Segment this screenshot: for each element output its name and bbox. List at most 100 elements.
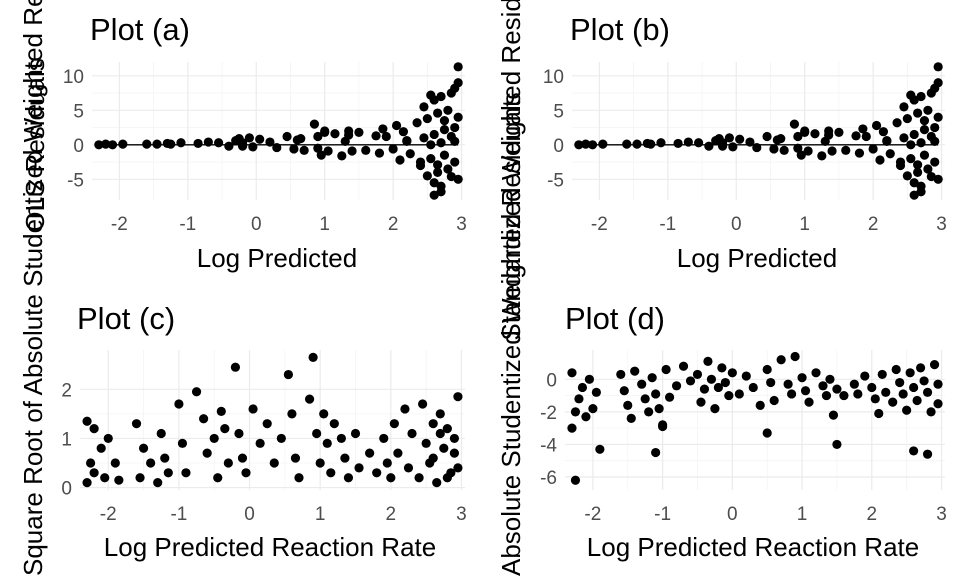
data-point <box>591 387 601 397</box>
data-point <box>287 409 297 419</box>
data-point <box>577 382 588 393</box>
x-tick-label: 3 <box>936 214 947 235</box>
data-point <box>224 141 234 151</box>
data-point <box>741 371 751 381</box>
data-point <box>832 439 842 450</box>
data-point <box>810 129 820 139</box>
data-point <box>241 468 251 478</box>
data-point <box>644 407 654 417</box>
x-tick-label: 0 <box>251 214 262 235</box>
y-tick-label: 0 <box>553 136 564 157</box>
data-point <box>354 127 364 137</box>
data-point <box>623 400 633 410</box>
data-point <box>403 463 414 473</box>
data-point <box>727 368 737 378</box>
data-point <box>343 473 354 483</box>
data-point <box>449 433 460 444</box>
data-point <box>354 463 364 473</box>
data-point <box>319 409 329 419</box>
data-point <box>415 157 426 167</box>
data-point <box>283 369 293 380</box>
data-point <box>656 138 666 148</box>
data-point <box>929 360 940 370</box>
x-tick-label: 1 <box>797 504 808 525</box>
data-point <box>878 127 889 137</box>
data-point <box>395 155 405 165</box>
data-point <box>851 131 861 141</box>
data-point <box>898 389 908 399</box>
data-point <box>821 390 832 401</box>
data-point <box>651 389 661 399</box>
data-point <box>779 145 789 155</box>
panel-b-ylabel: Standardized Weighted Residuals <box>496 0 526 341</box>
data-point <box>930 122 940 133</box>
data-point <box>619 386 629 396</box>
data-point <box>337 151 347 161</box>
data-point <box>138 443 149 453</box>
data-point <box>446 88 456 98</box>
data-point <box>400 404 410 414</box>
data-point <box>595 444 605 454</box>
data-point <box>439 443 449 453</box>
data-point <box>899 133 909 143</box>
data-point <box>322 438 332 448</box>
data-point <box>694 138 704 148</box>
data-point <box>142 139 152 149</box>
data-point <box>909 129 919 140</box>
data-point <box>209 433 219 444</box>
data-point <box>429 190 439 200</box>
data-point <box>817 151 827 161</box>
data-point <box>626 413 636 423</box>
y-tick-label: -5 <box>547 170 564 191</box>
data-point <box>919 376 929 386</box>
data-point <box>426 140 436 150</box>
data-point <box>398 127 409 137</box>
data-point <box>153 478 163 488</box>
data-point <box>100 473 110 483</box>
data-point <box>776 133 786 144</box>
panel-b: Plot (b) Log Predicted -2 -1 0 1 2 3 -5 0 5 10 <box>543 12 947 273</box>
data-point <box>919 125 930 135</box>
panel-c: Plot (c) Log Predicted Reaction Rate -2-… <box>61 301 466 562</box>
y-tick-label: -4 <box>540 435 557 456</box>
data-point <box>789 119 800 129</box>
data-point <box>216 406 226 417</box>
panel-a-plot-area: -2 -1 0 1 2 3 -5 0 5 10 <box>63 62 467 235</box>
data-point <box>906 140 916 150</box>
data-point <box>881 387 891 397</box>
data-point <box>419 133 429 143</box>
data-point <box>361 145 371 155</box>
data-point <box>622 139 632 149</box>
data-point <box>567 368 577 378</box>
data-point <box>350 428 361 439</box>
data-point <box>658 421 668 432</box>
data-point <box>402 136 412 146</box>
data-point <box>916 187 926 197</box>
data-point <box>637 379 647 389</box>
data-point <box>870 394 880 404</box>
data-point <box>372 468 382 478</box>
data-point <box>118 139 128 149</box>
data-point <box>567 423 577 433</box>
data-point <box>433 160 443 170</box>
data-point <box>930 157 940 167</box>
x-tick-label: 1 <box>799 214 810 235</box>
data-point <box>882 136 892 146</box>
data-point <box>926 88 936 98</box>
data-point <box>237 453 248 463</box>
data-point <box>906 154 916 164</box>
data-point <box>450 157 460 167</box>
data-point <box>905 368 915 378</box>
data-point <box>584 374 595 384</box>
data-point <box>717 363 727 373</box>
data-point <box>776 355 786 365</box>
data-point <box>103 433 113 444</box>
data-point <box>834 127 844 137</box>
data-point <box>661 364 671 375</box>
data-point <box>892 118 902 128</box>
data-point <box>181 468 191 478</box>
data-point <box>202 448 212 458</box>
data-point <box>891 364 901 375</box>
data-point <box>787 389 797 399</box>
data-point <box>82 478 92 488</box>
